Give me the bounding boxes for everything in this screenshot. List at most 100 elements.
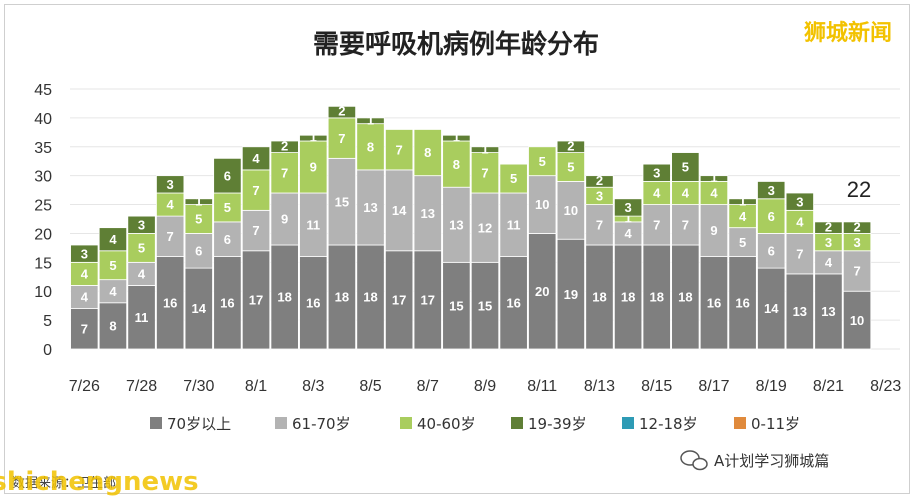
bar-segment	[98, 302, 128, 350]
bar-data-label: 6	[224, 168, 231, 183]
bar-data-label: 7	[481, 165, 488, 180]
bar-data-label: 15	[335, 194, 349, 209]
bar-data-label: 18	[678, 290, 692, 305]
bar-stack-8/6: 17 14 7	[384, 129, 414, 350]
legend-label: 0-11岁	[751, 415, 800, 433]
bar-stack-8/13: 18 7 32	[585, 173, 614, 350]
bar-segment	[785, 233, 814, 275]
legend-item: 40-60岁	[400, 415, 476, 433]
bar-data-label: 8	[109, 319, 116, 334]
bar-segment	[442, 140, 471, 188]
bar-segment	[528, 146, 557, 177]
bar-segment	[327, 105, 357, 119]
bar-segment	[184, 198, 213, 205]
bar-segment	[585, 204, 614, 246]
bar-stack-8/15: 18 7 4 3	[642, 163, 671, 350]
bar-data-label: 7	[653, 217, 660, 232]
bar-data-label: 3	[653, 165, 660, 180]
bar-stack-7/28: 11 4 5 3	[127, 215, 156, 350]
bar-segment	[213, 221, 242, 257]
bar-segment	[671, 152, 700, 182]
legend-swatch	[511, 417, 523, 429]
bar-data-label: 1	[481, 141, 488, 156]
bar-segment	[757, 233, 786, 269]
bar-data-label: 7	[596, 217, 603, 232]
bar-segment	[499, 256, 528, 350]
bar-data-label: 8	[453, 157, 460, 172]
bar-segment	[671, 244, 700, 350]
bar-segment	[642, 244, 671, 350]
bar-data-label: 10	[535, 197, 549, 212]
bar-stack-8/14: 18 413	[613, 198, 643, 350]
x-axis-ticks: 7/26 7/28 7/30 8/1 8/3 8/5 8/7 8/9 8/11 8/13 8/15 8…	[69, 378, 902, 395]
bar-segment	[814, 221, 843, 234]
bar-segment	[613, 244, 643, 350]
bar-segment	[156, 175, 185, 194]
bar-data-label: 3	[825, 235, 832, 250]
legend-swatch	[150, 417, 162, 429]
bar-data-label: 2	[596, 173, 603, 188]
bar-data-label: 6	[768, 243, 775, 258]
bar-segment	[470, 192, 500, 263]
bar-data-label: 3	[768, 183, 775, 198]
bar-segment	[842, 250, 872, 292]
y-tick-label: 30	[34, 169, 52, 186]
x-tick-label: 8/3	[302, 378, 324, 395]
footer-source: 数据来源：卫生部	[12, 476, 116, 491]
bar-segment	[642, 204, 671, 246]
bar-data-label: 3	[167, 177, 174, 192]
bar-stack-8/10: 16 11 5	[499, 163, 528, 350]
footer-account: A计划学习狮城篇	[714, 452, 829, 470]
bar-data-label: 13	[421, 206, 435, 221]
bar-data-label: 1	[453, 130, 460, 145]
bar-data-label: 10	[564, 203, 578, 218]
legend-label: 19-39岁	[528, 415, 587, 433]
bar-segment	[241, 169, 271, 211]
y-tick-label: 20	[34, 226, 52, 243]
bar-stack-7/29: 16 7 4 3	[156, 175, 185, 350]
bar-data-label: 3	[624, 200, 631, 215]
legend-swatch	[275, 417, 287, 429]
bar-segment	[499, 163, 528, 194]
bar-segment	[842, 290, 872, 350]
bar-data-label: 19	[564, 287, 578, 302]
bar-data-label: 4	[682, 186, 690, 201]
bar-segment	[384, 250, 414, 350]
bar-segment	[356, 123, 385, 171]
y-tick-label: 15	[34, 255, 52, 272]
x-tick-label: 8/1	[245, 378, 267, 395]
bar-segment	[470, 146, 500, 153]
legend: 70岁以上 61-70岁 40-60岁 19-39岁 12-18岁 0-11岁	[150, 415, 800, 433]
bar-segment	[156, 256, 185, 350]
bar-data-label: 1	[710, 170, 717, 185]
bar-data-label: 7	[853, 264, 860, 279]
bar-data-label: 5	[224, 200, 231, 215]
bar-data-label: 14	[764, 301, 779, 316]
footer-brand-watermark: shichengnews	[0, 467, 199, 497]
bar-stack-8/4: 18 15 7 2	[327, 104, 357, 350]
legend-item: 61-70岁	[275, 415, 351, 433]
bar-segment	[699, 175, 729, 182]
bar-stack-8/16: 18 7 4 5	[671, 152, 700, 350]
bar-data-label: 11	[306, 217, 320, 232]
bar-segment	[728, 256, 757, 350]
bar-segment	[585, 175, 614, 188]
bar-segment	[470, 261, 500, 350]
bar-series: 7443845411453167431465116656177741897216…	[70, 104, 872, 350]
bar-data-label: 14	[192, 301, 207, 316]
bar-segment	[699, 256, 729, 350]
bar-segment	[785, 192, 814, 211]
bar-stack-8/9: 15 12 7 1	[470, 141, 500, 350]
bar-data-label: 16	[735, 295, 749, 310]
bar-data-label: 7	[796, 246, 803, 261]
bar-data-label: 11	[135, 310, 149, 325]
bar-stack-8/8: 15 13 8 1	[442, 130, 471, 350]
bar-segment	[213, 256, 242, 350]
bar-segment	[156, 215, 185, 257]
x-tick-label: 8/11	[527, 378, 557, 395]
bar-segment	[642, 163, 671, 182]
bar-data-label: 5	[195, 212, 202, 227]
bar-segment	[127, 285, 156, 350]
bar-data-label: 7	[81, 321, 88, 336]
bar-data-label: 18	[363, 290, 377, 305]
